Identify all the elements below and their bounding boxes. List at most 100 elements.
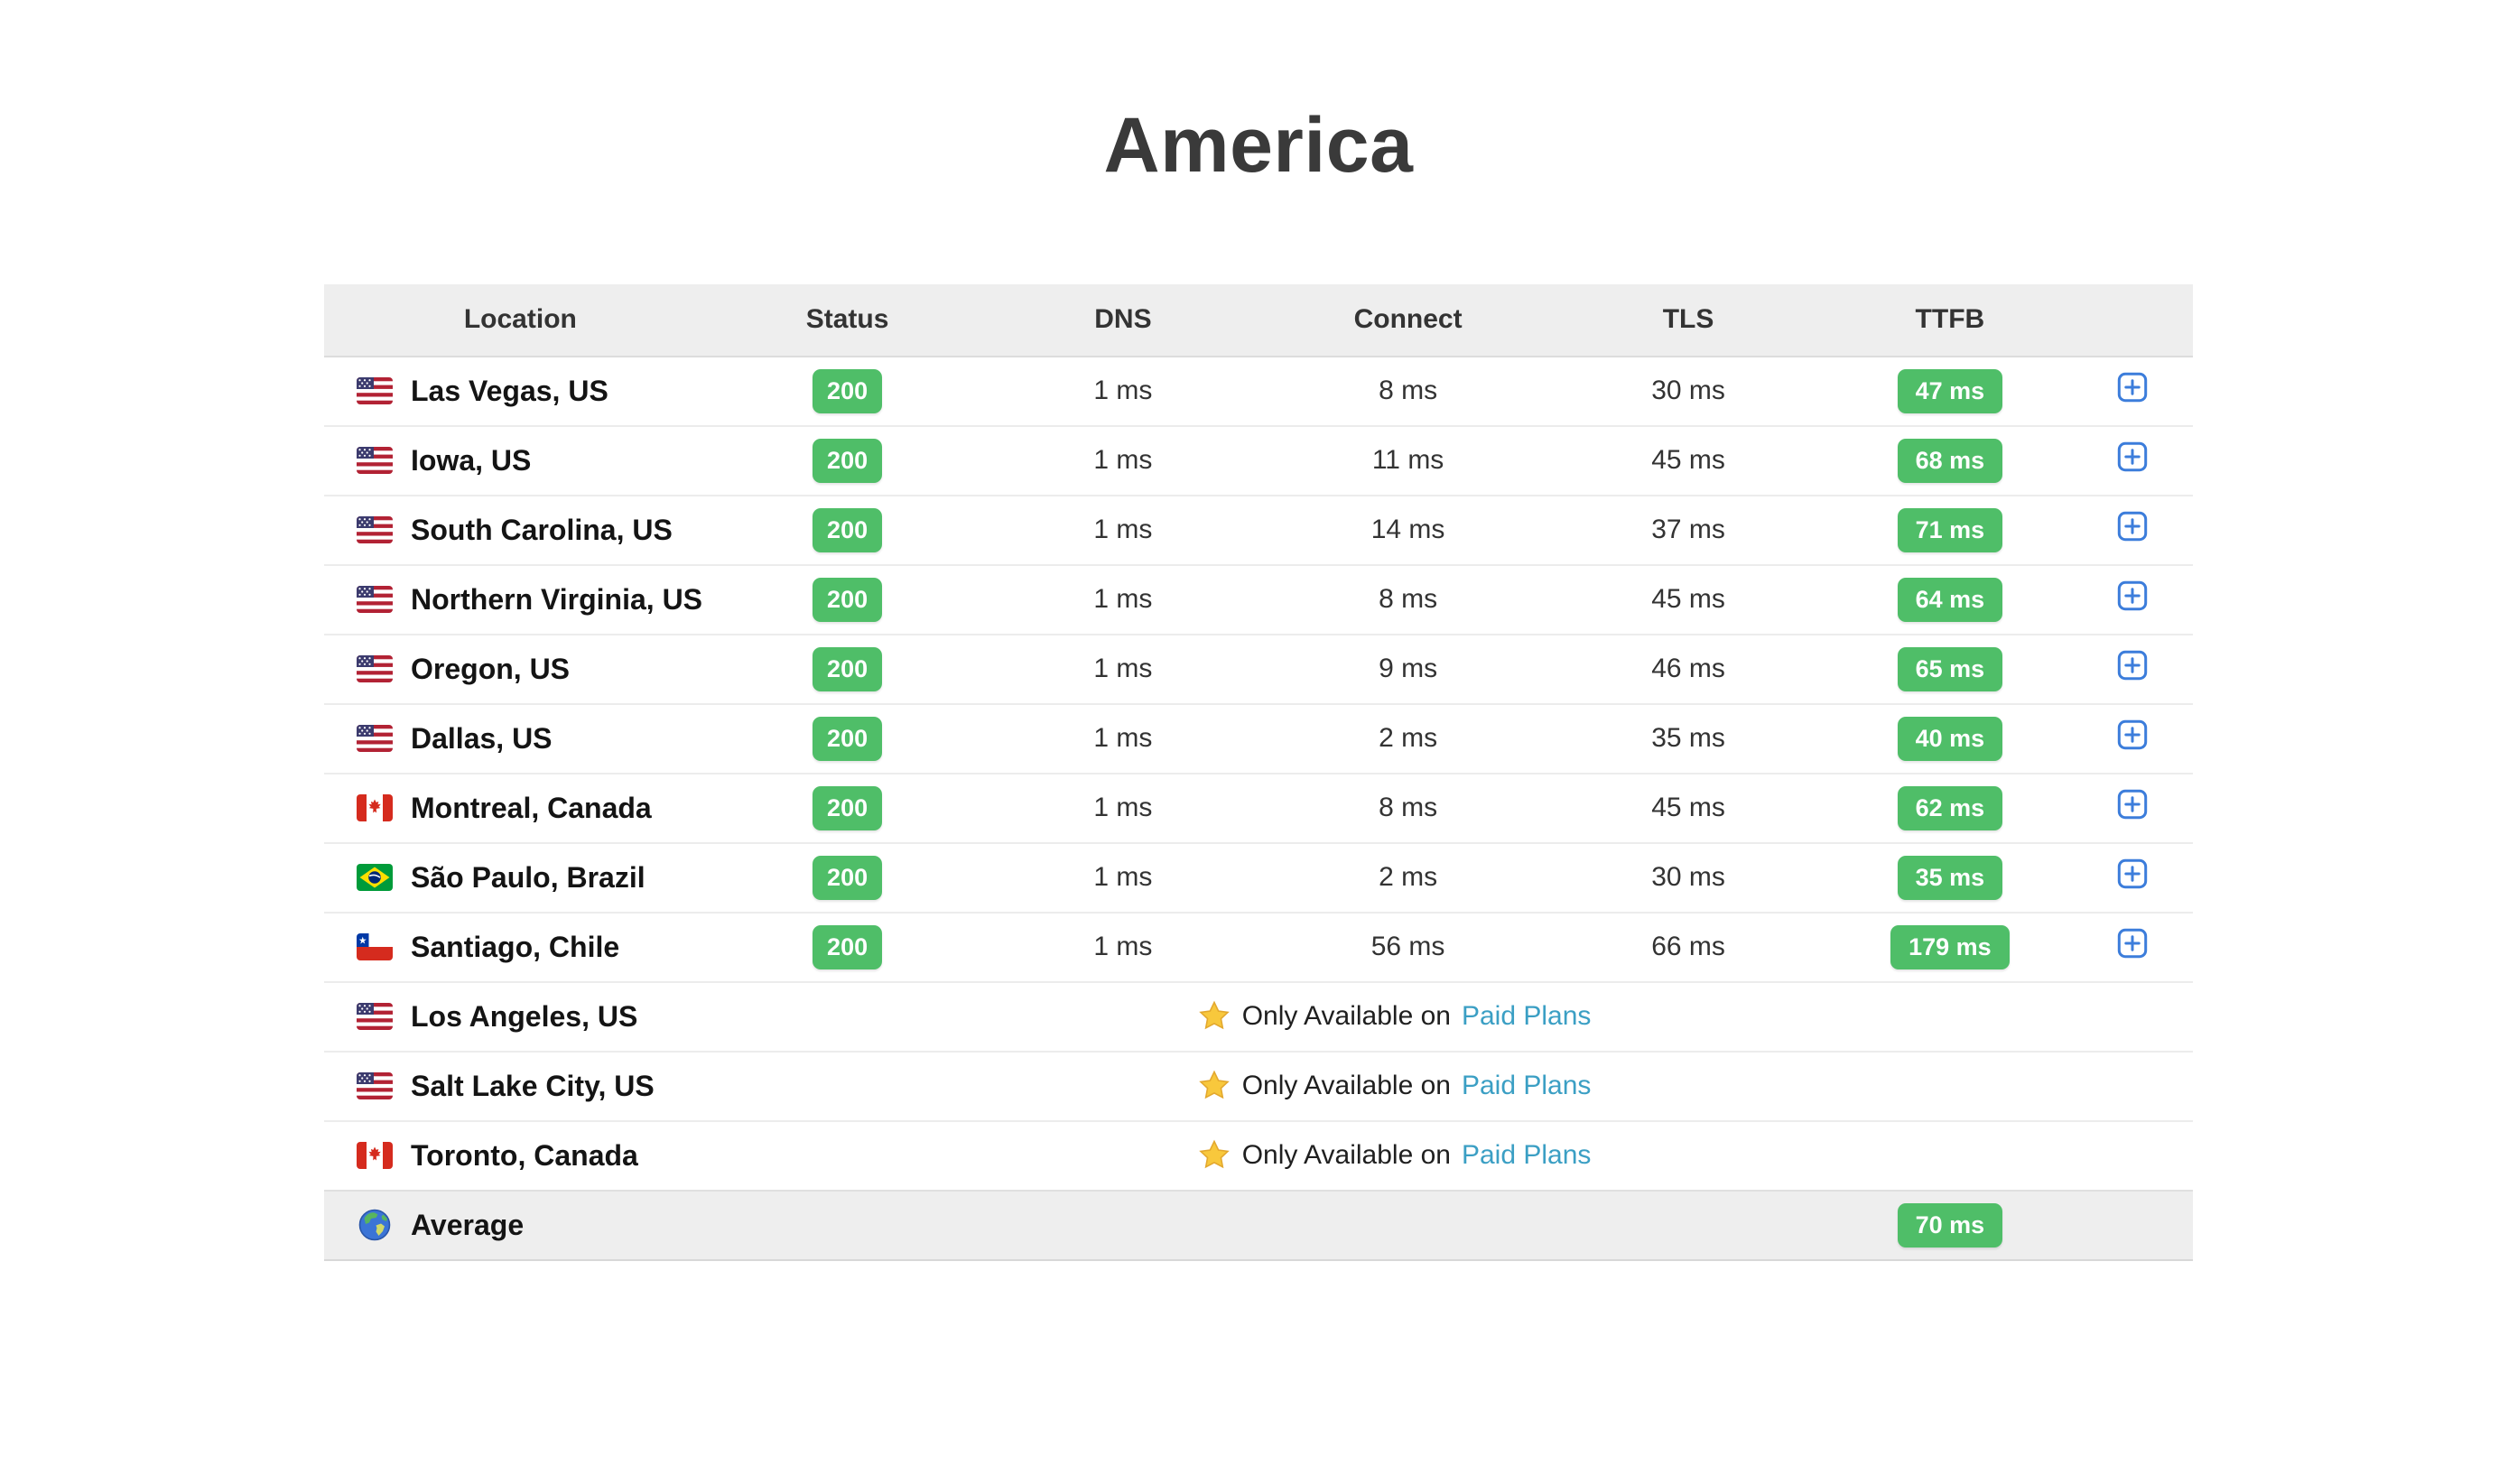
expand-cell	[2071, 357, 2193, 426]
paid-plans-link[interactable]: Paid Plans	[1461, 1071, 1592, 1101]
plus-icon	[2116, 371, 2149, 403]
status-badge: 200	[813, 368, 883, 413]
location-label: Oregon, US	[411, 652, 571, 685]
tls-value: 30 ms	[1651, 376, 1725, 406]
location-label: Las Vegas, US	[411, 374, 608, 407]
ttfb-cell: 70 ms	[1828, 1191, 2071, 1260]
location-cell: Oregon, US	[324, 635, 717, 704]
paid-notice-cell: Only Available on Paid Plans	[717, 1121, 2072, 1191]
ttfb-badge: 68 ms	[1897, 438, 2003, 483]
plus-icon	[2116, 649, 2149, 682]
expand-cell	[2071, 913, 2193, 982]
location-cell: Average	[324, 1191, 717, 1260]
expand-cell	[2071, 774, 2193, 843]
tls-value: 45 ms	[1651, 793, 1725, 823]
table-row: Iowa, US 200 1 ms 11 ms 45 ms 68 ms	[324, 425, 2193, 496]
ttfb-badge: 64 ms	[1897, 577, 2003, 622]
status-cell: 200	[717, 913, 979, 982]
expand-button[interactable]	[2116, 371, 2149, 403]
location-cell: Dallas, US	[324, 704, 717, 774]
status-cell: 200	[717, 774, 979, 843]
ttfb-cell: 35 ms	[1828, 843, 2071, 913]
expand-button[interactable]	[2116, 858, 2149, 890]
tls-value: 37 ms	[1651, 515, 1725, 545]
table-header-row: Location Status DNS Connect TLS TTFB	[324, 283, 2193, 357]
ttfb-cell: 64 ms	[1828, 565, 2071, 635]
location-cell: Toronto, Canada	[324, 1121, 717, 1191]
latency-table-container: Location Status DNS Connect TLS TTFB Las…	[324, 283, 2193, 1261]
location-cell: Los Angeles, US	[324, 982, 717, 1052]
table-row: Dallas, US 200 1 ms 2 ms 35 ms 40 ms	[324, 703, 2193, 774]
expand-button[interactable]	[2116, 649, 2149, 682]
brazil-flag-icon	[357, 864, 393, 892]
star-icon	[1197, 1069, 1231, 1103]
us-flag-icon	[357, 1072, 393, 1100]
expand-button[interactable]	[2116, 510, 2149, 543]
expand-button[interactable]	[2116, 719, 2149, 751]
dns-value: 1 ms	[1093, 376, 1153, 406]
location-label: Average	[411, 1208, 525, 1241]
paid-plans-link[interactable]: Paid Plans	[1461, 1140, 1592, 1171]
connect-value: 8 ms	[1379, 584, 1438, 615]
paid-notice-text: Only Available on	[1241, 1071, 1451, 1101]
table-row: São Paulo, Brazil 200 1 ms 2 ms 30 ms 35 ms	[324, 842, 2193, 913]
ttfb-badge: 40 ms	[1897, 716, 2003, 761]
column-header-status: Status	[716, 283, 979, 357]
canada-flag-icon	[357, 794, 393, 822]
location-label: Montreal, Canada	[411, 791, 652, 824]
ttfb-badge: 62 ms	[1897, 785, 2003, 830]
tls-value: 45 ms	[1651, 584, 1725, 615]
ttfb-badge: 65 ms	[1897, 646, 2003, 691]
location-cell: Northern Virginia, US	[324, 565, 717, 635]
star-icon	[1197, 999, 1231, 1034]
location-cell: South Carolina, US	[324, 496, 717, 565]
ttfb-cell: 68 ms	[1828, 426, 2071, 496]
location-label: Los Angeles, US	[411, 999, 638, 1033]
status-badge: 200	[813, 716, 883, 761]
status-cell-empty	[717, 1191, 979, 1260]
table-row: Santiago, Chile 200 1 ms 56 ms 66 ms 179 ms	[324, 912, 2193, 982]
location-cell: Salt Lake City, US	[324, 1052, 717, 1121]
location-label: Santiago, Chile	[411, 930, 620, 963]
table-row: Los Angeles, US Only Available on Paid Pla…	[324, 981, 2193, 1052]
expand-button[interactable]	[2116, 788, 2149, 821]
expand-button[interactable]	[2116, 927, 2149, 960]
plus-icon	[2116, 580, 2149, 612]
average-row: Average 70 ms	[324, 1190, 2193, 1260]
status-badge: 200	[813, 924, 883, 969]
status-cell: 200	[717, 565, 979, 635]
status-cell: 200	[717, 426, 979, 496]
status-cell: 200	[717, 704, 979, 774]
status-badge: 200	[813, 507, 883, 552]
dns-value: 1 ms	[1093, 584, 1153, 615]
table-row: Northern Virginia, US 200 1 ms 8 ms 45 ms 64 …	[324, 564, 2193, 635]
expand-button[interactable]	[2116, 580, 2149, 612]
expand-button[interactable]	[2116, 441, 2149, 473]
column-header-expand	[2071, 283, 2193, 357]
paid-notice-cell: Only Available on Paid Plans	[717, 1052, 2072, 1121]
ttfb-cell: 65 ms	[1828, 635, 2071, 704]
column-header-dns: DNS	[978, 283, 1268, 357]
paid-notice-text: Only Available on	[1241, 1140, 1451, 1171]
dns-value: 1 ms	[1093, 515, 1153, 545]
status-badge: 200	[813, 438, 883, 483]
status-cell: 200	[717, 843, 979, 913]
location-label: Northern Virginia, US	[411, 582, 703, 616]
latency-table: Location Status DNS Connect TLS TTFB Las…	[324, 283, 2193, 1261]
dns-value: 1 ms	[1093, 654, 1153, 684]
expand-cell	[2071, 843, 2193, 913]
connect-value: 11 ms	[1371, 445, 1444, 476]
paid-plans-link[interactable]: Paid Plans	[1461, 1001, 1592, 1032]
column-header-connect: Connect	[1268, 283, 1548, 357]
ttfb-cell: 179 ms	[1828, 913, 2071, 982]
plus-icon	[2116, 510, 2149, 543]
plus-icon	[2116, 719, 2149, 751]
tls-value: 66 ms	[1651, 932, 1725, 962]
ttfb-cell: 62 ms	[1828, 774, 2071, 843]
location-label: São Paulo, Brazil	[411, 860, 646, 894]
paid-notice-cell: Only Available on Paid Plans	[717, 982, 2072, 1052]
expand-cell-empty	[2071, 1052, 2193, 1121]
dns-value: 1 ms	[1093, 932, 1153, 962]
tls-value: 46 ms	[1651, 654, 1725, 684]
dns-value: 1 ms	[1093, 862, 1153, 893]
